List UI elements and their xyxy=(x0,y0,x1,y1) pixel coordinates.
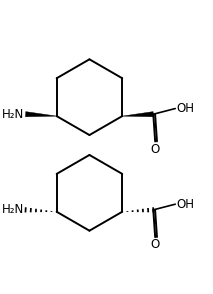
Text: H₂N: H₂N xyxy=(2,203,24,216)
Polygon shape xyxy=(25,112,57,117)
Text: OH: OH xyxy=(177,102,195,115)
Text: OH: OH xyxy=(177,198,195,211)
Text: H₂N: H₂N xyxy=(2,108,24,121)
Text: O: O xyxy=(151,238,160,251)
Polygon shape xyxy=(122,112,153,117)
Text: O: O xyxy=(151,143,160,156)
